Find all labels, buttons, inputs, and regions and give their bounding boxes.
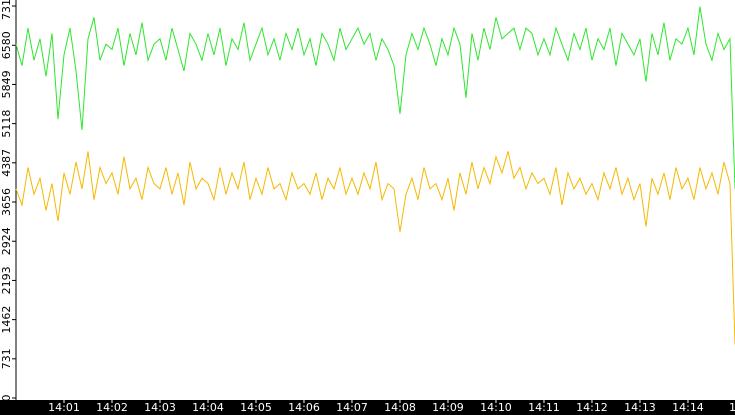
x-tick-label: 14:05	[240, 401, 272, 414]
y-tick-label: 6580	[0, 31, 13, 59]
x-tick-label: 14:12	[576, 401, 608, 414]
y-tick-label: 2924	[0, 227, 13, 255]
series-line	[15, 6, 735, 189]
y-tick-label: 731	[0, 348, 13, 369]
x-axis-bar	[0, 400, 735, 415]
y-tick-label: 4387	[0, 149, 13, 177]
y-tick-label: 5118	[0, 110, 13, 138]
x-tick-label: 14:02	[96, 401, 128, 414]
x-tick-label: 14:10	[480, 401, 512, 414]
x-tick-label: 14	[729, 401, 735, 414]
x-tick-label: 14:08	[384, 401, 416, 414]
x-tick-label: 14:06	[288, 401, 320, 414]
x-tick-label: 14:03	[144, 401, 176, 414]
x-tick-label: 14:01	[48, 401, 80, 414]
x-tick-label: 14:07	[336, 401, 368, 414]
x-tick-label: 14:14	[672, 401, 704, 414]
x-tick-label: 14:13	[624, 401, 656, 414]
y-tick-label: 5849	[0, 70, 13, 98]
x-tick-label: 14:11	[528, 401, 560, 414]
x-tick-label: 14:09	[432, 401, 464, 414]
series-line	[15, 151, 735, 345]
y-tick-label: 7312	[0, 0, 13, 20]
y-tick-label: 1462	[0, 306, 13, 334]
y-tick-label: 0	[0, 395, 13, 402]
y-tick-label: 2193	[0, 266, 13, 294]
y-tick-label: 3656	[0, 188, 13, 216]
x-tick-label: 14:04	[192, 401, 224, 414]
